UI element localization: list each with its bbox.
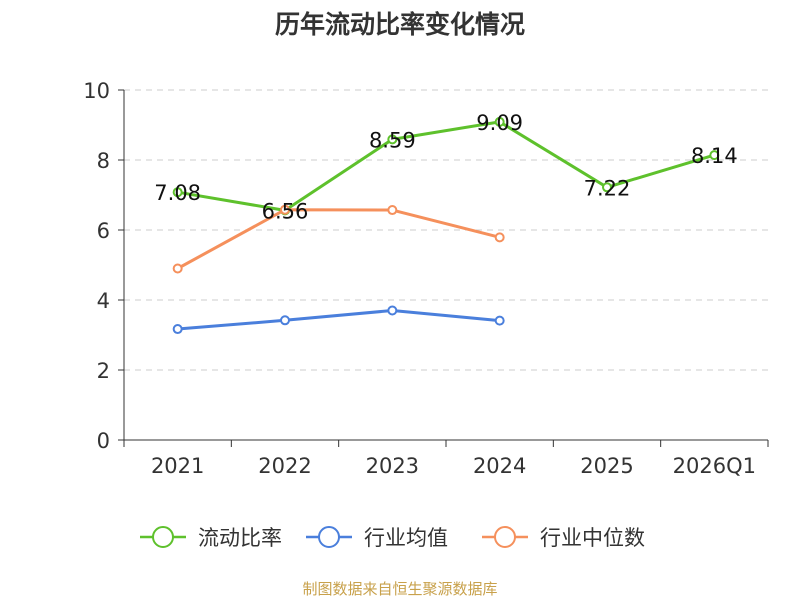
legend-label: 流动比率 (198, 526, 282, 550)
data-point[interactable] (387, 134, 398, 145)
data-point[interactable] (494, 315, 505, 326)
y-tick-label: 0 (97, 429, 110, 453)
data-label: 8.14 (691, 144, 738, 168)
data-point[interactable] (387, 205, 398, 216)
data-label: 7.08 (154, 181, 201, 205)
series-2 (172, 204, 505, 274)
x-tick-label-2023: 2023 (366, 454, 419, 478)
x-tick-label-2025: 2025 (580, 454, 633, 478)
y-tick-label: 6 (97, 219, 110, 243)
legend-swatch-marker (318, 526, 340, 548)
data-point[interactable] (709, 150, 720, 161)
y-tick-label: 8 (97, 149, 110, 173)
series-line (176, 120, 716, 212)
legend-item-0[interactable]: 流动比率 (140, 526, 282, 550)
legend-item-2[interactable]: 行业中位数 (482, 526, 645, 550)
data-labels: 7.08 6.56 8.59 9.09 7.22 8.14 (154, 111, 737, 224)
data-point[interactable] (280, 204, 290, 215)
legend-label: 行业中位数 (540, 526, 645, 550)
data-label: 8.59 (369, 128, 416, 152)
data-point[interactable] (280, 315, 290, 326)
x-tick-label-2022: 2022 (258, 454, 311, 478)
data-point[interactable] (172, 263, 183, 274)
x-tick-label-2021: 2021 (151, 454, 204, 478)
legend-label: 行业均值 (364, 526, 448, 550)
series-1 (172, 305, 505, 335)
data-point[interactable] (172, 187, 183, 198)
chart-title: 历年流动比率变化情况 (275, 10, 525, 39)
series-layer (172, 116, 720, 335)
data-point[interactable] (172, 324, 183, 335)
source-note: 制图数据来自恒生聚源数据库 (302, 580, 497, 598)
series-line (176, 309, 502, 331)
x-tick-label-2026Q1: 2026Q1 (673, 454, 756, 478)
legend: 流动比率 行业均值 行业中位数 (140, 526, 645, 550)
legend-swatch-marker (494, 526, 516, 548)
data-label: 9.09 (476, 111, 523, 135)
data-point[interactable] (387, 305, 398, 316)
x-tick-label-2024: 2024 (473, 454, 526, 478)
y-tick-label: 4 (97, 289, 110, 313)
y-tick-label: 10 (83, 79, 110, 103)
series-0 (172, 116, 720, 216)
legend-swatch-marker (152, 526, 174, 548)
data-point[interactable] (494, 232, 505, 243)
y-tick-label: 2 (97, 359, 110, 383)
data-label: 6.56 (262, 199, 309, 223)
series-line (176, 208, 502, 270)
data-point[interactable] (602, 182, 612, 193)
grid-lines (124, 89, 768, 371)
axes: 0 2 4 6 8 10 2021 2022 2023 2024 2025 2026Q1 (83, 79, 769, 478)
legend-item-1[interactable]: 行业均值 (306, 526, 448, 550)
data-point[interactable] (494, 116, 505, 127)
data-label: 7.22 (584, 176, 631, 200)
